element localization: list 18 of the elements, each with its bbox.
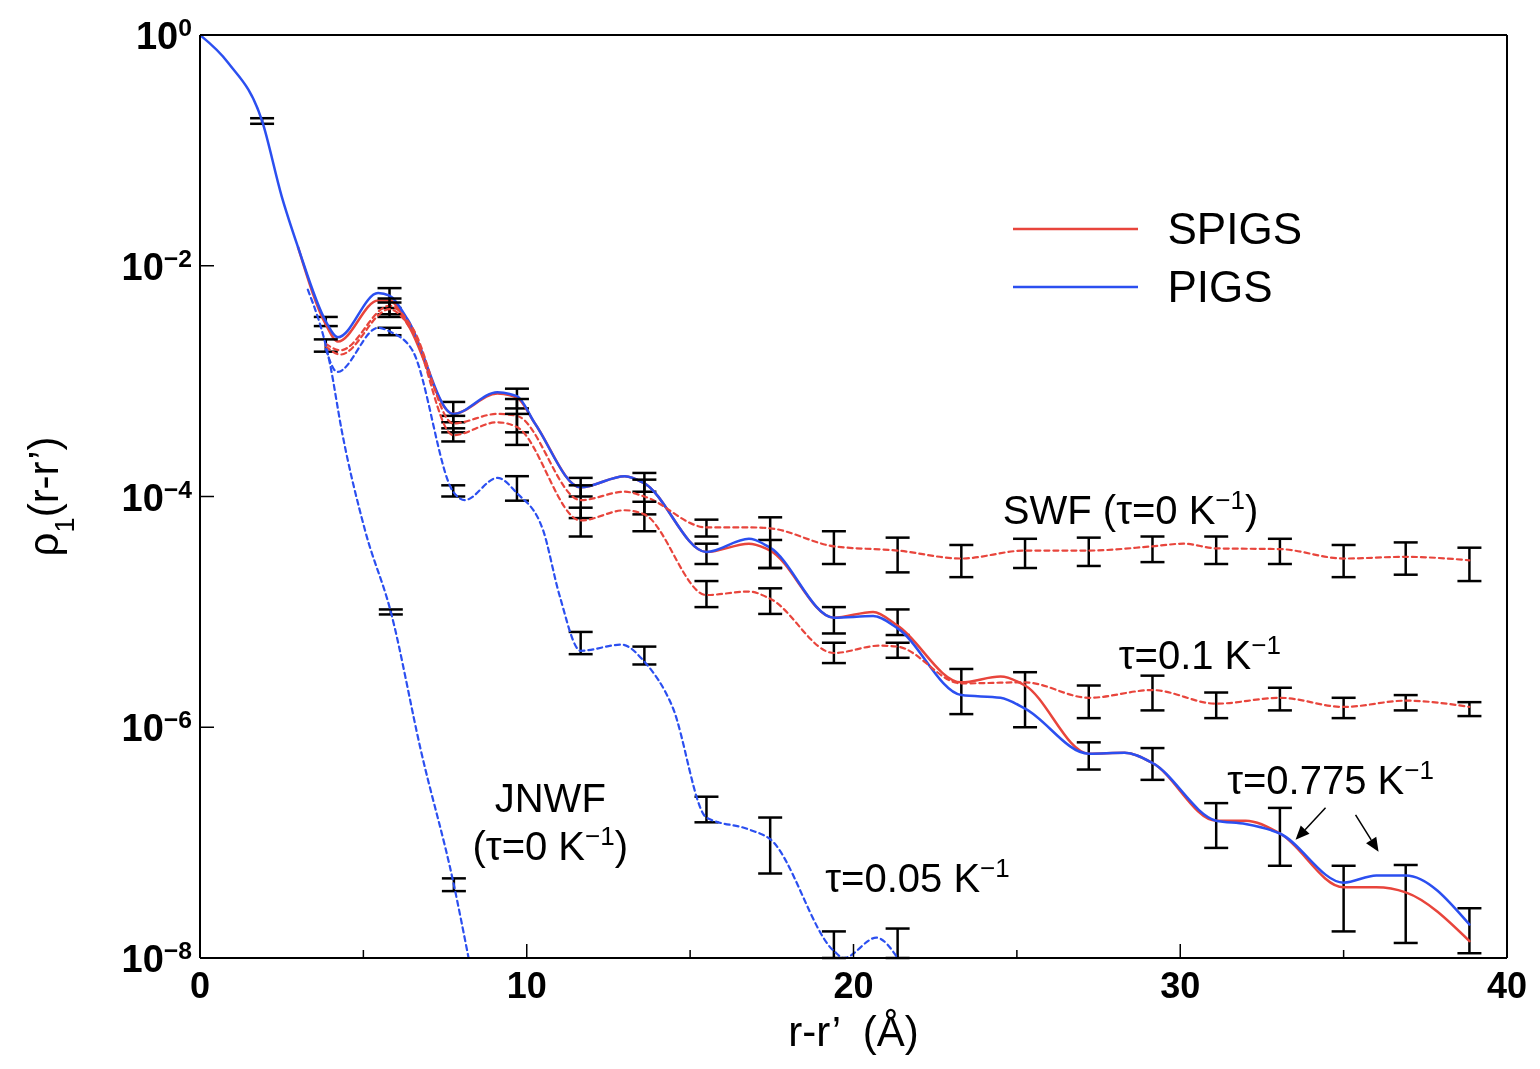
annotation: τ=0.775 K$^{−1}$ [1227,754,1434,802]
y-tick-label: 10$^{−4}$ [121,475,193,519]
x-tick-label: 0 [189,965,211,1006]
y-tick-label: 10$^{−2}$ [121,244,192,288]
annotation: τ=0.05 K$^{−1}$ [825,852,1010,900]
y-tick-label: 10$^{−6}$ [121,705,192,750]
annotation: JNWF (τ=0 K$^{−1}$) [472,776,629,869]
x-tick-label: 40 [1486,965,1528,1006]
x-tick-label: 20 [833,965,874,1006]
y-tick-label: 10$^{0}$ [135,13,192,57]
x-axis-title: r-r’ (Å) [788,1008,919,1055]
x-tick-label: 30 [1160,965,1201,1006]
x-tick-label: 10 [506,965,547,1006]
y-tick-label: 10$^{−8}$ [121,936,192,980]
annotation: τ=0.1 K$^{−1}$ [1118,630,1281,678]
legend-label: PIGS [1167,262,1273,312]
annotation: SWF (τ=0 K$^{−1}$) [1002,485,1259,533]
legend-label: SPIGS [1167,204,1302,254]
